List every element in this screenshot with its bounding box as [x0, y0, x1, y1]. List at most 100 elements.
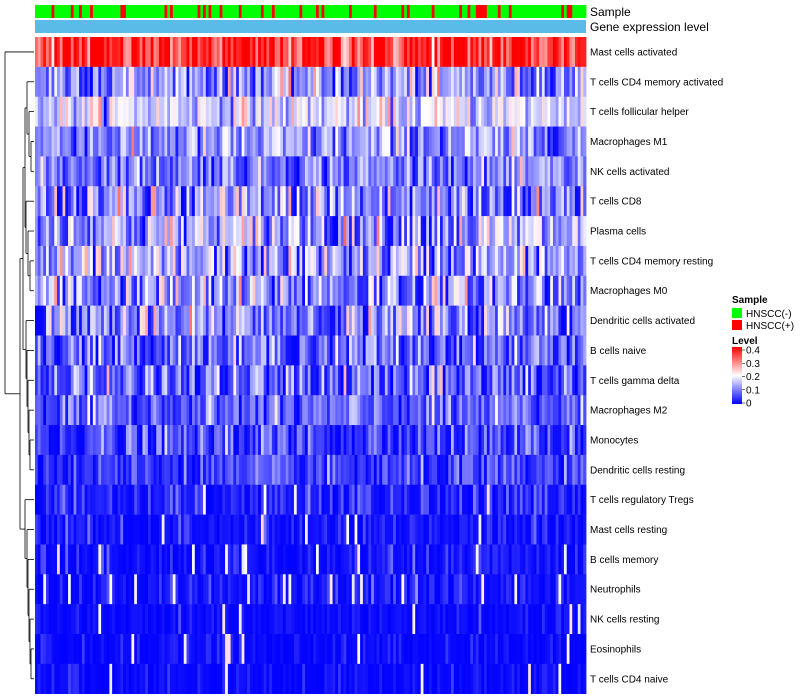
sample-annotation-cell	[90, 5, 94, 18]
sample-annotation-cell	[404, 5, 408, 18]
heatmap-cell	[368, 66, 372, 97]
heatmap-cell	[343, 454, 347, 486]
heatmap-cell	[569, 484, 573, 515]
heatmap-cell	[453, 66, 457, 97]
heatmap-cell	[161, 425, 165, 456]
sample-annotation-cell	[183, 5, 187, 18]
heatmap-cell	[343, 126, 347, 157]
heatmap-cell	[376, 544, 380, 575]
heatmap-cell	[550, 156, 554, 187]
heatmap-cell	[434, 634, 438, 665]
heatmap-cell	[451, 156, 455, 187]
heatmap-cell	[409, 544, 413, 575]
heatmap-cell	[354, 454, 358, 486]
heatmap-cell	[368, 663, 372, 694]
heatmap-cell	[404, 395, 408, 426]
sample-annotation-cell	[123, 5, 127, 18]
heatmap-cell	[230, 186, 234, 217]
heatmap-cell	[539, 604, 543, 635]
heatmap-cell	[200, 126, 204, 157]
heatmap-cell	[81, 514, 85, 545]
heatmap-cell	[40, 305, 44, 336]
heatmap-cell	[574, 96, 579, 127]
heatmap-cell	[332, 275, 336, 306]
heatmap-cell	[580, 66, 584, 97]
heatmap-cell	[197, 395, 201, 426]
heatmap-cell	[360, 484, 364, 515]
heatmap-cell	[249, 66, 254, 97]
heatmap-cell	[379, 335, 383, 366]
heatmap-cell	[382, 216, 386, 247]
heatmap-cell	[395, 425, 400, 456]
heatmap-cell	[136, 66, 141, 97]
heatmap-cell	[291, 96, 295, 127]
heatmap-cell	[360, 275, 364, 306]
heatmap-cell	[390, 305, 394, 336]
heatmap-cell	[448, 604, 452, 635]
heatmap-cell	[51, 395, 55, 426]
heatmap-cell	[147, 126, 152, 157]
heatmap-cell	[205, 365, 209, 396]
heatmap-cell	[431, 454, 435, 486]
heatmap-cell	[222, 425, 226, 456]
heatmap-cell	[368, 544, 372, 575]
heatmap-cell	[343, 335, 347, 366]
heatmap-cell	[101, 96, 105, 127]
heatmap-cell	[481, 305, 485, 336]
heatmap-cell	[577, 544, 581, 575]
heatmap-cell	[470, 275, 474, 306]
heatmap-cell	[304, 96, 309, 127]
heatmap-cell	[423, 186, 427, 217]
heatmap-cell	[205, 514, 209, 545]
heatmap-cell	[175, 156, 179, 187]
heatmap-cell	[153, 454, 157, 486]
heatmap-cell	[249, 126, 254, 157]
heatmap-cell	[340, 216, 344, 247]
heatmap-cell	[90, 484, 94, 515]
heatmap-cell	[519, 245, 524, 277]
heatmap-cell	[519, 66, 524, 97]
heatmap-cell	[497, 514, 501, 545]
heatmap-cell	[321, 454, 325, 486]
heatmap-cell	[216, 37, 220, 68]
heatmap-cell	[511, 275, 515, 306]
heatmap-cell	[346, 365, 350, 396]
heatmap-cell	[291, 663, 295, 694]
heatmap-cell	[158, 37, 163, 68]
heatmap-cell	[59, 305, 63, 336]
heatmap-cell	[241, 186, 245, 217]
heatmap-cell	[62, 544, 66, 575]
row-label: T cells CD4 memory activated	[590, 77, 723, 88]
sample-annotation-cell	[393, 5, 397, 18]
heatmap-cell	[164, 663, 168, 694]
heatmap-cell	[484, 365, 488, 396]
heatmap-cell	[238, 425, 243, 456]
sample-annotation-cell	[395, 5, 400, 18]
heatmap-cell	[48, 395, 52, 426]
heatmap-cell	[316, 425, 320, 456]
heatmap-cell	[500, 395, 504, 426]
heatmap-cell	[54, 335, 58, 366]
heatmap-cell	[114, 186, 119, 217]
heatmap-cell	[302, 365, 306, 396]
heatmap-cell	[59, 156, 63, 187]
heatmap-cell	[183, 454, 187, 486]
heatmap-cell	[65, 663, 69, 694]
heatmap-cell	[393, 216, 397, 247]
heatmap-cell	[420, 663, 424, 694]
heatmap-cell	[406, 454, 411, 486]
heatmap-cell	[533, 425, 537, 456]
heatmap-cell	[495, 574, 499, 605]
heatmap-cell	[112, 216, 116, 247]
heatmap-cell	[437, 484, 441, 515]
heatmap-cell	[277, 37, 281, 68]
heatmap-cell	[269, 186, 273, 217]
heatmap-cell	[241, 216, 245, 247]
heatmap-cell	[192, 275, 196, 306]
sample-annotation-cell	[225, 5, 229, 18]
heatmap-cell	[216, 365, 220, 396]
heatmap-cell	[269, 484, 273, 515]
heatmap-cell	[459, 634, 463, 665]
sample-annotation-cell	[274, 5, 278, 18]
heatmap-cell	[464, 604, 468, 635]
